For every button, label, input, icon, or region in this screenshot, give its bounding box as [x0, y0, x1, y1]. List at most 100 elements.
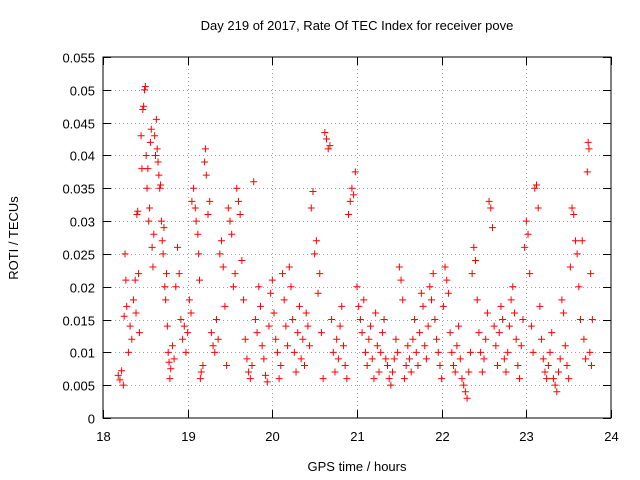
data-point: [346, 197, 354, 205]
data-point: [502, 368, 510, 376]
data-point: [433, 335, 441, 343]
y-tick-label: 0: [88, 412, 95, 427]
data-point: [152, 115, 160, 123]
data-point: [268, 276, 276, 284]
data-point: [466, 348, 474, 356]
data-point: [389, 368, 397, 376]
data-point: [123, 302, 131, 310]
data-point: [145, 217, 153, 225]
data-point: [287, 283, 295, 291]
data-point: [255, 283, 263, 291]
data-point: [339, 342, 347, 350]
data-point: [307, 204, 315, 212]
data-point: [351, 168, 359, 176]
data-point: [424, 322, 432, 330]
data-point: [551, 381, 559, 389]
data-point: [549, 375, 557, 383]
data-point: [236, 211, 244, 219]
data-point: [294, 329, 302, 337]
data-point: [473, 296, 481, 304]
data-point: [348, 184, 356, 192]
data-point: [256, 302, 264, 310]
data-point: [497, 302, 505, 310]
data-point: [164, 348, 172, 356]
data-point: [495, 329, 503, 337]
data-point: [114, 371, 122, 379]
data-point: [482, 335, 490, 343]
data-point: [539, 355, 547, 363]
data-point: [353, 283, 361, 291]
data-point: [240, 296, 248, 304]
data-point: [223, 361, 231, 369]
data-point: [250, 178, 258, 186]
data-point: [566, 263, 574, 271]
data-point: [404, 342, 412, 350]
data-point: [499, 316, 507, 324]
x-tick-label: 24: [604, 429, 618, 444]
data-point: [163, 322, 171, 330]
y-tick-label: 0.02: [70, 281, 95, 296]
data-point: [475, 329, 483, 337]
data-point: [373, 342, 381, 350]
data-point: [382, 355, 390, 363]
data-point: [582, 355, 590, 363]
data-point: [129, 296, 137, 304]
data-point: [148, 243, 156, 251]
data-point: [421, 342, 429, 350]
x-tick-label: 21: [350, 429, 364, 444]
x-tick-label: 19: [181, 429, 195, 444]
data-point: [436, 361, 444, 369]
data-point: [226, 217, 234, 225]
data-point: [138, 165, 146, 173]
data-point: [228, 230, 236, 238]
data-point: [146, 138, 154, 146]
data-point: [180, 322, 188, 330]
data-point: [182, 348, 190, 356]
gridlines: [103, 57, 611, 418]
data-point: [355, 302, 363, 310]
axis-ticks: 0 0.005 0.01 0.015 0.02 0.025 0.03 0.035 0.04 0.0…: [62, 51, 618, 445]
data-point: [512, 335, 520, 343]
data-point: [505, 322, 513, 330]
data-point: [465, 368, 473, 376]
data-point: [400, 375, 408, 383]
data-point: [580, 335, 588, 343]
data-point: [194, 230, 202, 238]
data-point: [126, 322, 134, 330]
data-point: [161, 283, 169, 291]
data-point: [116, 376, 124, 384]
data-point: [121, 250, 129, 258]
data-point: [263, 378, 271, 386]
data-point: [147, 125, 155, 133]
x-tick-label: 20: [265, 429, 279, 444]
data-point: [196, 375, 204, 383]
data-point: [434, 348, 442, 356]
data-point: [411, 316, 419, 324]
data-point: [387, 381, 395, 389]
data-point: [277, 361, 285, 369]
data-point: [365, 335, 373, 343]
data-point: [122, 276, 130, 284]
data-point: [565, 375, 573, 383]
data-point: [118, 367, 126, 375]
data-point: [568, 204, 576, 212]
data-point: [214, 335, 222, 343]
data-point: [419, 302, 427, 310]
data-point: [378, 329, 386, 337]
data-point: [306, 342, 314, 350]
data-point: [144, 165, 152, 173]
data-point: [150, 230, 158, 238]
data-point: [119, 381, 127, 389]
data-point: [149, 263, 157, 271]
data-point: [270, 309, 278, 317]
data-point: [135, 270, 143, 278]
data-point: [179, 335, 187, 343]
data-point: [245, 368, 253, 376]
data-point: [192, 217, 200, 225]
data-point: [402, 361, 410, 369]
data-point: [490, 322, 498, 330]
data-point: [588, 316, 596, 324]
data-point: [578, 237, 586, 245]
data-point: [538, 335, 546, 343]
data-point: [175, 270, 183, 278]
